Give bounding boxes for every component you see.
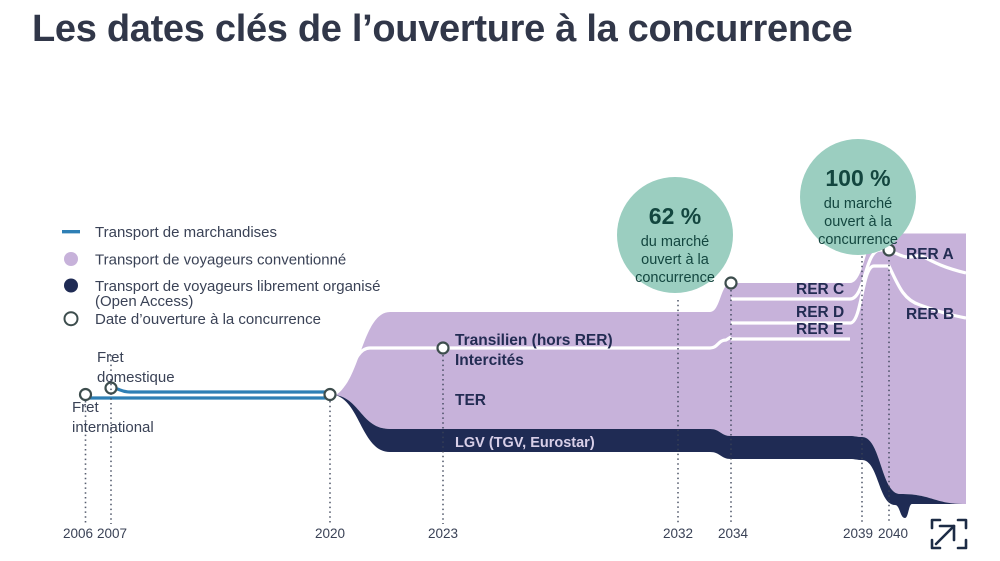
svg-text:RER E: RER E [796,321,843,338]
svg-text:Transport de marchandises: Transport de marchandises [95,224,277,241]
svg-text:RER D: RER D [796,304,844,321]
svg-text:du marché: du marché [641,234,710,250]
svg-text:concurrence: concurrence [635,270,715,286]
svg-text:TER: TER [455,392,486,409]
svg-text:RER C: RER C [796,281,844,298]
svg-text:RER B: RER B [906,306,954,323]
svg-text:Intercités: Intercités [455,352,524,369]
svg-text:2023: 2023 [428,526,458,541]
svg-text:du marché: du marché [824,196,893,212]
svg-text:2039: 2039 [843,526,873,541]
svg-text:ouvert à la: ouvert à la [824,214,893,230]
svg-text:2040: 2040 [878,526,908,541]
svg-text:(Open Access): (Open Access) [95,293,193,310]
svg-text:2006: 2006 [63,526,93,541]
svg-text:Fret: Fret [97,349,125,366]
svg-text:ouvert à la: ouvert à la [641,252,710,268]
svg-text:2032: 2032 [663,526,693,541]
svg-text:concurrence: concurrence [818,232,898,248]
svg-text:2007: 2007 [97,526,127,541]
svg-text:Transport de voyageurs convent: Transport de voyageurs conventionné [95,252,346,269]
svg-text:international: international [72,419,154,436]
svg-text:Transilien (hors RER): Transilien (hors RER) [455,332,613,349]
svg-text:LGV (TGV, Eurostar): LGV (TGV, Eurostar) [455,435,595,451]
svg-text:Date d’ouverture à la concurre: Date d’ouverture à la concurrence [95,311,321,328]
svg-text:100 %: 100 % [825,165,890,191]
svg-text:2034: 2034 [718,526,749,541]
svg-text:Fret: Fret [72,399,100,416]
svg-text:domestique: domestique [97,369,175,386]
svg-text:2020: 2020 [315,526,345,541]
svg-text:62 %: 62 % [649,203,701,229]
svg-text:RER A: RER A [906,246,954,263]
